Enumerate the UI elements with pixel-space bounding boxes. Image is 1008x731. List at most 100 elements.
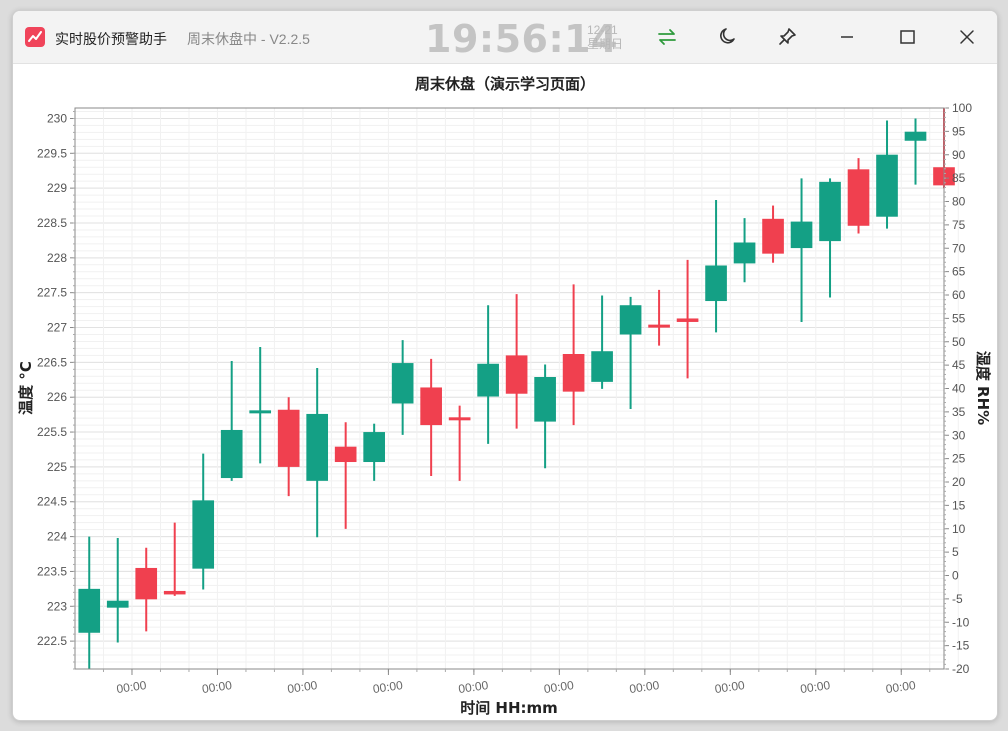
- candle-body: [334, 446, 357, 463]
- clock: 19:56:14: [425, 17, 619, 61]
- candle-body: [135, 567, 158, 600]
- candle-down: [363, 423, 385, 481]
- candle-body: [420, 387, 442, 426]
- candle-body: [819, 181, 841, 242]
- theme-toggle-button[interactable]: [715, 25, 739, 49]
- date-block: 12-21 星期日: [587, 23, 623, 51]
- candle-body: [78, 588, 101, 633]
- y2-tick-label: 75: [952, 218, 966, 232]
- y2-tick-label: 80: [952, 195, 966, 209]
- x-tick-label: 00:00: [201, 678, 233, 696]
- y-tick-label: 225.5: [37, 425, 67, 439]
- y-tick-label: 225: [47, 460, 67, 474]
- minimize-icon: [841, 36, 853, 38]
- y-tick-label: 227: [47, 321, 67, 335]
- candle-up: [762, 205, 784, 263]
- y2-tick-label: 60: [952, 288, 966, 302]
- y2-tick-label: 45: [952, 358, 966, 372]
- x-tick-label: 00:00: [287, 678, 319, 696]
- candle-body: [648, 324, 670, 328]
- candle-up: [847, 158, 870, 234]
- candle-body: [249, 410, 272, 414]
- swap-arrows-icon: [658, 29, 676, 45]
- y2-tick-label: -15: [952, 639, 970, 653]
- x-tick-label: 00:00: [457, 678, 489, 696]
- app-window: 实时股价预警助手 周末休盘中 - V2.2.5 19:56:14 12-21 星…: [12, 10, 998, 721]
- candle-body: [904, 131, 927, 141]
- y2-tick-label: 85: [952, 171, 966, 185]
- maximize-button[interactable]: [895, 25, 919, 49]
- market-status-version: 周末休盘中 - V2.2.5: [187, 31, 310, 47]
- y-tick-label: 226.5: [37, 355, 67, 369]
- pin-button[interactable]: [775, 25, 799, 49]
- y2-tick-label: 15: [952, 498, 966, 512]
- candle-down: [705, 199, 727, 333]
- y2-tick-label: 95: [952, 124, 966, 138]
- minimize-button[interactable]: [835, 25, 859, 49]
- y-tick-label: 223.5: [37, 564, 67, 578]
- candle-body: [192, 500, 215, 569]
- y2-tick-label: 100: [952, 101, 972, 115]
- y-tick-label: 228: [47, 251, 67, 265]
- candle-down: [591, 295, 613, 389]
- y2-tick-label: 65: [952, 265, 966, 279]
- candle-up: [562, 284, 585, 426]
- candle-body: [790, 221, 813, 249]
- candle-up: [334, 422, 357, 529]
- swap-button[interactable]: [655, 25, 679, 49]
- candle-body: [676, 318, 699, 322]
- candle-body: [562, 354, 585, 392]
- candle-up: [277, 397, 300, 497]
- y2-tick-label: 10: [952, 522, 966, 536]
- candle-down: [904, 118, 927, 185]
- y-tick-label: 222.5: [37, 634, 67, 648]
- y2-tick-label: 30: [952, 428, 966, 442]
- candle-up: [163, 522, 186, 596]
- close-icon: [960, 30, 974, 44]
- x-tick-label: 00:00: [116, 678, 148, 696]
- candle-body: [505, 355, 528, 394]
- y2-tick-label: 50: [952, 335, 966, 349]
- y-tick-label: 227.5: [37, 286, 67, 300]
- candle-down: [477, 305, 499, 444]
- candle-body: [762, 218, 784, 254]
- y2-tick-label: 55: [952, 311, 966, 325]
- x-tick-label: 00:00: [372, 678, 404, 696]
- pin-icon: [779, 28, 796, 45]
- date-label: 12-21: [587, 23, 618, 37]
- candle-body: [220, 429, 243, 479]
- candle-body: [306, 413, 329, 481]
- candle-up: [420, 358, 442, 476]
- candle-down: [106, 537, 129, 643]
- candle-body: [163, 590, 186, 595]
- candle-down: [733, 218, 756, 283]
- candle-down: [78, 536, 101, 669]
- y-tick-label: 230: [47, 111, 67, 125]
- candle-body: [591, 351, 613, 382]
- y-tick-label: 229.5: [37, 146, 67, 160]
- y2-tick-label: -20: [952, 662, 970, 676]
- y2-tick-label: 5: [952, 545, 959, 559]
- candle-body: [391, 363, 414, 404]
- candle-body: [477, 363, 499, 397]
- candle-down: [534, 364, 556, 469]
- y-tick-label: 224: [47, 530, 67, 544]
- candle-body: [448, 417, 471, 421]
- x-axis-label: 时间 HH:mm: [460, 699, 558, 717]
- candle-body: [106, 600, 129, 608]
- candle-up: [505, 294, 528, 429]
- y2-tick-label: 20: [952, 475, 966, 489]
- candle-body: [705, 265, 727, 302]
- title-bar[interactable]: 实时股价预警助手 周末休盘中 - V2.2.5 19:56:14 12-21 星…: [13, 11, 997, 64]
- candle-body: [876, 154, 898, 217]
- close-button[interactable]: [955, 25, 979, 49]
- y2-tick-label: -10: [952, 615, 970, 629]
- candle-body: [363, 432, 385, 463]
- y-tick-label: 224.5: [37, 495, 67, 509]
- y2-tick-label: 70: [952, 241, 966, 255]
- y2-tick-label: 0: [952, 569, 959, 583]
- candle-body: [847, 169, 870, 226]
- candle-body: [277, 409, 300, 467]
- x-tick-label: 00:00: [799, 678, 831, 696]
- y2-tick-label: 90: [952, 148, 966, 162]
